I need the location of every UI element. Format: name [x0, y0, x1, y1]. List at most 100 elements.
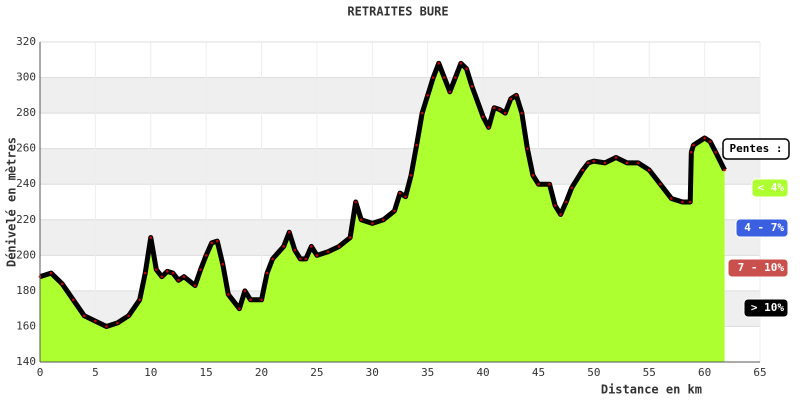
point [503, 111, 507, 115]
point [688, 200, 692, 204]
point [160, 275, 164, 278]
point [581, 168, 585, 172]
point [149, 236, 153, 239]
y-tick-label: 160 [16, 319, 36, 332]
point [515, 94, 518, 97]
point [537, 182, 540, 186]
point [481, 115, 485, 118]
x-tick-label: 60 [698, 366, 711, 379]
point [287, 230, 291, 234]
point [498, 108, 501, 111]
point [690, 150, 693, 154]
x-tick-label: 45 [532, 366, 545, 379]
point [509, 97, 513, 101]
x-tick-label: 25 [310, 366, 323, 379]
legend-title-box [722, 138, 790, 160]
legend-swatch [735, 218, 789, 238]
point [681, 200, 684, 204]
point [459, 62, 463, 65]
x-tick-label: 65 [753, 366, 766, 379]
legend-label: < 4% [758, 181, 785, 194]
point [592, 159, 596, 163]
point [393, 209, 396, 213]
point [116, 321, 119, 325]
point [359, 218, 363, 222]
point [723, 168, 726, 172]
point [315, 254, 319, 257]
point [282, 245, 285, 248]
point [409, 174, 413, 177]
point [382, 218, 385, 222]
point [426, 94, 429, 97]
point [420, 111, 424, 115]
point [603, 161, 607, 165]
y-tick-label: 200 [16, 248, 36, 261]
point [703, 136, 706, 140]
point [249, 298, 252, 302]
y-tick-label: 300 [16, 71, 36, 84]
point [337, 245, 341, 248]
point [199, 268, 202, 271]
point [531, 174, 535, 177]
point [71, 298, 75, 302]
point [221, 262, 225, 266]
y-tick-label: 280 [16, 106, 36, 119]
point [171, 271, 175, 275]
point [166, 270, 169, 273]
y-tick-label: 180 [16, 284, 36, 297]
point [437, 62, 441, 65]
legend-label: 4 - 7% [744, 221, 784, 234]
point [548, 182, 551, 186]
point [492, 106, 496, 110]
point [404, 195, 407, 198]
legend-label: 7 - 10% [738, 261, 785, 274]
point [243, 289, 247, 293]
point [448, 90, 452, 94]
point [310, 245, 313, 248]
x-tick-label: 40 [476, 366, 489, 379]
legend-swatch [751, 178, 789, 198]
point [304, 257, 308, 261]
point [105, 325, 108, 328]
x-axis-label: Distance en km [601, 383, 702, 397]
point [520, 111, 524, 115]
point [204, 254, 208, 257]
point [487, 126, 490, 129]
legend-swatch [727, 258, 789, 278]
y-tick-label: 240 [16, 177, 36, 190]
point [647, 168, 651, 172]
profile-line [39, 60, 727, 329]
point [470, 85, 474, 88]
point [293, 248, 297, 252]
point [553, 204, 557, 207]
point [348, 236, 352, 239]
point [614, 156, 618, 159]
point [227, 293, 230, 296]
y-tick-label: 140 [16, 355, 36, 368]
y-axis-label: Dénivelé en mètres [5, 137, 19, 267]
x-tick-label: 0 [37, 366, 44, 379]
point [659, 182, 662, 186]
point [83, 314, 86, 318]
point [177, 278, 180, 282]
x-tick-label: 30 [366, 366, 379, 379]
x-tick-label: 20 [255, 366, 268, 379]
point [260, 298, 263, 302]
point [210, 241, 213, 245]
point [670, 197, 673, 200]
x-tick-label: 5 [92, 366, 99, 379]
x-tick-label: 50 [587, 366, 600, 379]
point [415, 143, 418, 147]
point [636, 161, 640, 165]
point [182, 275, 186, 278]
point [326, 250, 330, 254]
legend-title: Pentes : [730, 142, 783, 155]
point [299, 257, 302, 261]
point [354, 200, 357, 204]
point [127, 314, 130, 318]
point [625, 161, 629, 165]
x-tick-label: 55 [643, 366, 656, 379]
point [564, 200, 568, 204]
